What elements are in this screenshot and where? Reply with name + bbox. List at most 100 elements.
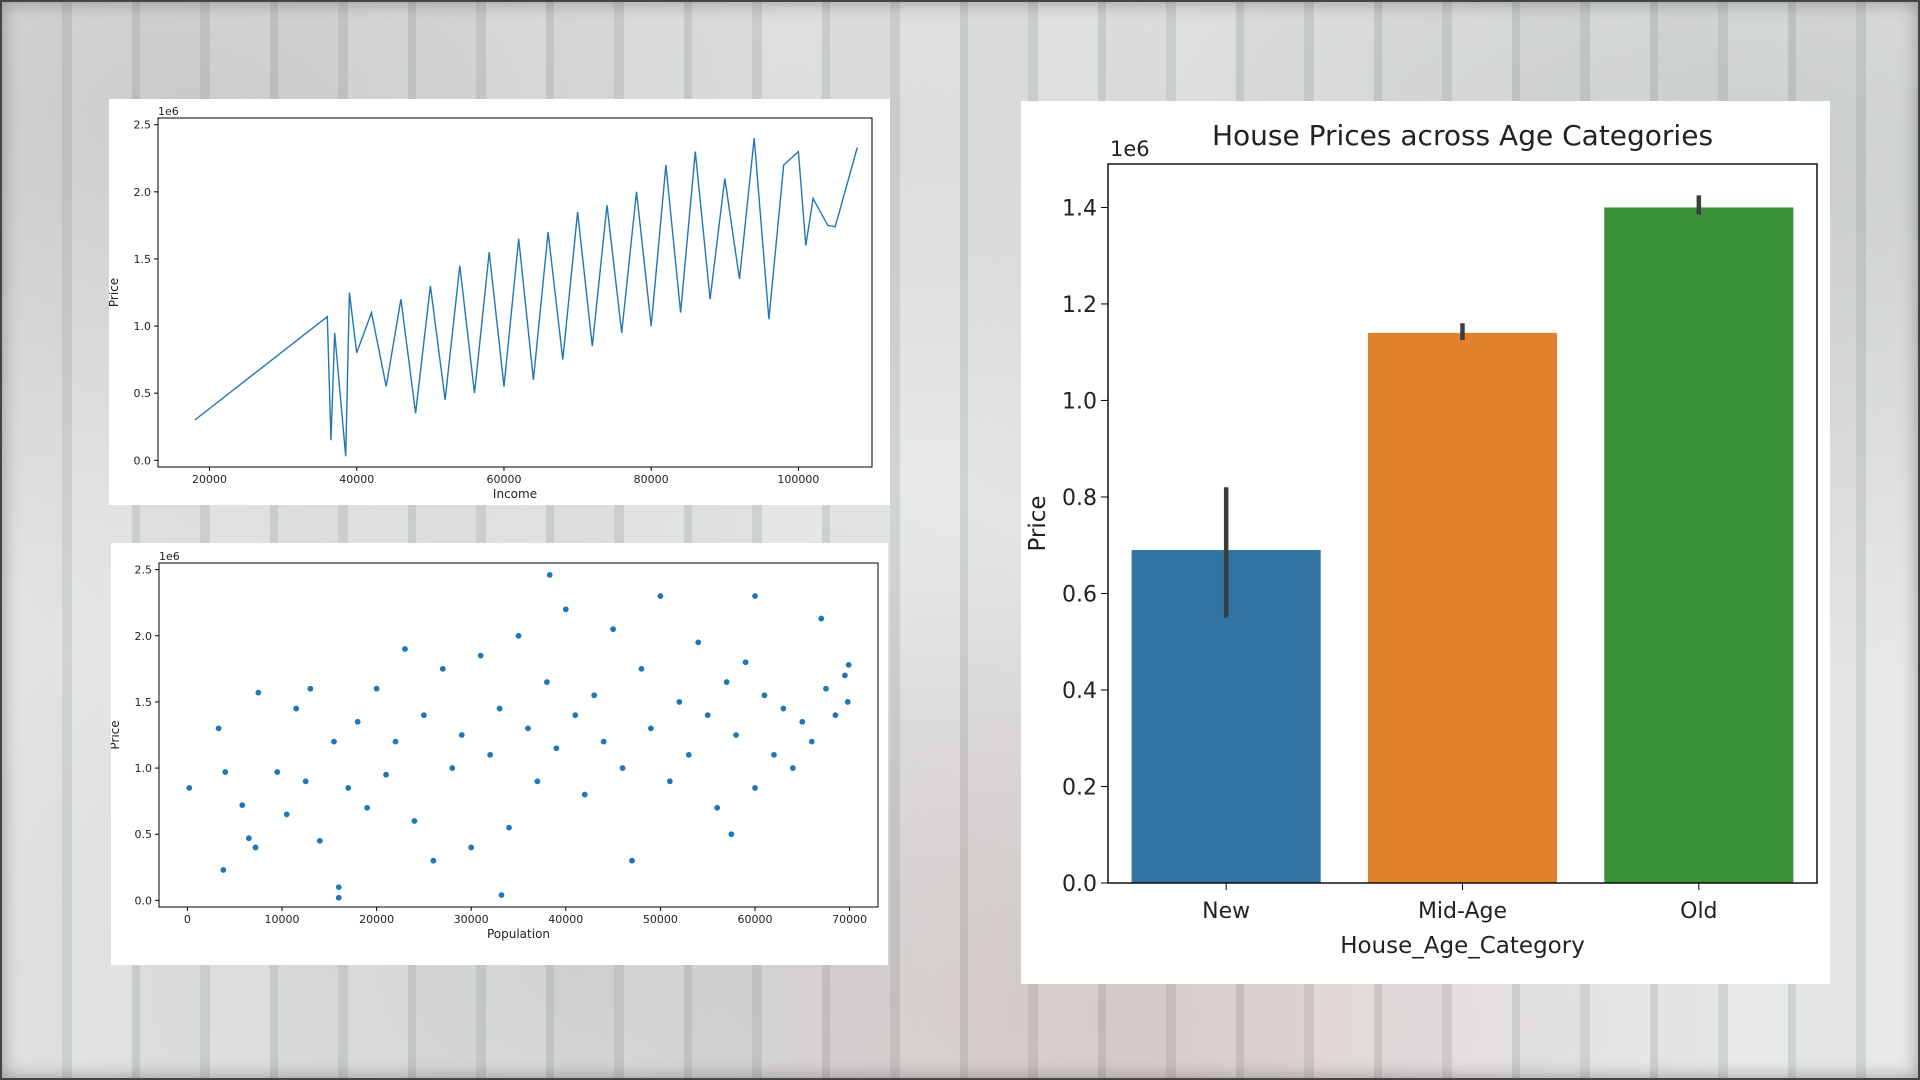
line-y-tick-label: 0.5 (134, 387, 152, 400)
scatter-point (439, 665, 447, 673)
scatter-point (524, 724, 532, 732)
scatter-y-tick-label: 0.5 (135, 828, 153, 841)
bar-x-axis-label: House_Age_Category (1340, 933, 1585, 959)
scatter-point (609, 625, 617, 633)
bar-chart-svg: House Prices across Age Categories 1e6 New… (1025, 119, 1818, 959)
scatter-point (514, 632, 522, 640)
line-y-axis-label: Price (109, 278, 121, 307)
line-x-axis-label: Income (493, 487, 537, 501)
scatter-point (666, 777, 674, 785)
scatter-point (316, 837, 324, 845)
bar-plot-frame (1107, 163, 1818, 884)
scatter-point (675, 698, 683, 706)
scatter-x-tick-label: 70000 (832, 913, 867, 926)
scatter-point (458, 731, 466, 739)
line-y-tick-label: 0.0 (134, 454, 152, 467)
bar-y-tick-label: 0.8 (1062, 486, 1097, 511)
scatter-point (292, 705, 300, 713)
bar-old (1604, 207, 1794, 883)
scatter-point (732, 731, 740, 739)
scatter-point (619, 764, 627, 772)
line-x-tick-label: 60000 (486, 473, 521, 486)
scatter-point (254, 689, 262, 697)
scatter-point (727, 830, 735, 838)
scatter-x-tick-label: 10000 (264, 913, 299, 926)
scatter-point (841, 671, 849, 679)
scatter-point (808, 738, 816, 746)
scatter-point (335, 883, 343, 891)
scatter-point (335, 894, 343, 902)
bar-chart-title: House Prices across Age Categories (1212, 119, 1713, 152)
scatter-point (467, 843, 475, 851)
bar-y-tick-label: 1.0 (1062, 389, 1097, 414)
scatter-x-tick-label: 0 (184, 913, 191, 926)
scatter-point (751, 784, 759, 792)
scatter-point (822, 685, 830, 693)
scatter-point (713, 804, 721, 812)
scatter-point (831, 711, 839, 719)
scatter-x-tick-label: 60000 (738, 913, 773, 926)
scatter-x-tick-label: 30000 (454, 913, 489, 926)
bar-x-tick-label: Mid-Age (1418, 899, 1507, 924)
scatter-point (238, 801, 246, 809)
line-series-price (194, 138, 858, 457)
line-y-tick-label: 2.0 (134, 186, 152, 199)
scatter-plot-frame (158, 562, 879, 908)
scatter-point (581, 791, 589, 799)
scatter-point (600, 738, 608, 746)
scatter-point (817, 615, 825, 623)
scatter-point (647, 724, 655, 732)
scatter-point (344, 784, 352, 792)
bar-y-tick-label: 0.4 (1062, 679, 1097, 704)
scatter-point (742, 658, 750, 666)
line-plot-frame (157, 117, 873, 468)
scatter-point (410, 817, 418, 825)
scatter-point (251, 843, 259, 851)
scatter-y-tick-label: 1.5 (135, 696, 153, 709)
income-price-line-chart: 20000 40000 60000 80000 100000 0.0 0.5 1.0 1.5 2.… (107, 99, 890, 505)
line-x-tick-label: 100000 (777, 473, 819, 486)
scatter-point (392, 738, 400, 746)
scatter-point (760, 691, 768, 699)
scatter-point (751, 592, 759, 600)
scatter-point (477, 652, 485, 660)
scatter-point (330, 738, 338, 746)
scatter-x-axis-label: Population (487, 927, 550, 941)
scatter-point (590, 691, 598, 699)
bar-y-tick-label: 1.4 (1062, 196, 1097, 221)
scatter-point (694, 638, 702, 646)
line-y-tick-label: 1.0 (134, 320, 152, 333)
scatter-x-tick-label: 50000 (643, 913, 678, 926)
scatter-point (533, 777, 541, 785)
scatter-point (401, 645, 409, 653)
line-x-tick-label: 40000 (339, 473, 374, 486)
scatter-point (546, 571, 554, 579)
scatter-y-tick-label: 1.0 (135, 762, 153, 775)
scatter-point (637, 665, 645, 673)
scatter-point (571, 711, 579, 719)
scatter-point (273, 768, 281, 776)
bar-y-tick-label: 0.0 (1062, 872, 1097, 897)
bar-y-multiplier: 1e6 (1110, 137, 1150, 161)
bar-y-tick-label: 0.6 (1062, 582, 1097, 607)
scatter-x-tick-label: 40000 (548, 913, 583, 926)
population-price-scatter-chart: 0 10000 20000 30000 40000 50000 60000 70000 0.0 0… (108, 543, 888, 965)
scatter-point (420, 711, 428, 719)
scatter-x-tick-label: 20000 (359, 913, 394, 926)
scatter-point (505, 824, 513, 832)
scatter-point (363, 804, 371, 812)
bar-y-axis-label: Price (1025, 495, 1051, 551)
scatter-point (628, 857, 636, 865)
scatter-point (185, 784, 193, 792)
line-chart-svg: 20000 40000 60000 80000 100000 0.0 0.5 1.0 1.5 2.… (107, 105, 873, 501)
scatter-point (497, 891, 505, 899)
scatter-y-tick-label: 0.0 (135, 894, 153, 907)
scatter-y-tick-label: 2.0 (135, 630, 153, 643)
scatter-y-tick-label: 2.5 (135, 564, 153, 577)
line-x-tick-label: 80000 (634, 473, 669, 486)
scatter-y-axis-label: Price (111, 720, 122, 749)
line-y-tick-label: 1.5 (134, 253, 152, 266)
scatter-point (283, 810, 291, 818)
scatter-point (219, 866, 227, 874)
bar-x-tick-label: Old (1680, 899, 1717, 924)
